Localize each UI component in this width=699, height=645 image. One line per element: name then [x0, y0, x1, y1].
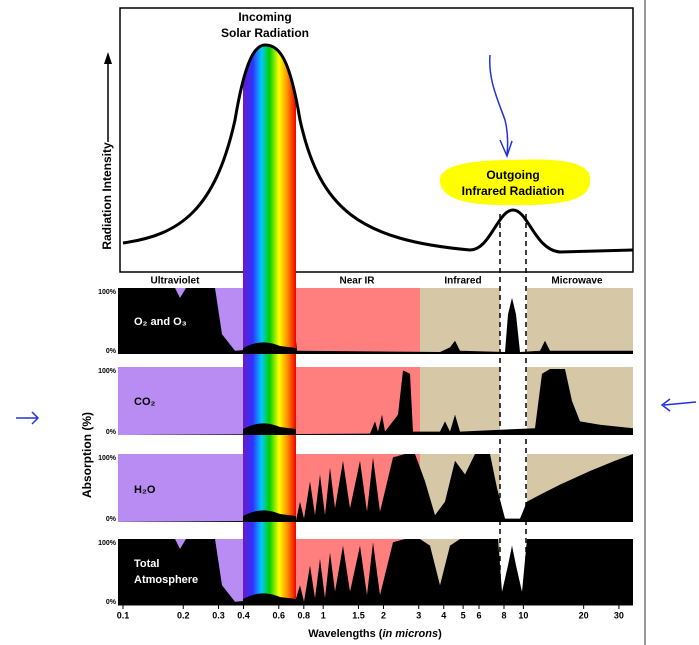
x-title-part: Wavelengths (: [308, 628, 382, 640]
uv-region: [118, 454, 243, 522]
absorption-profile: [118, 369, 633, 435]
axis-arrowhead: [104, 52, 112, 64]
incoming-label: Incoming: [238, 10, 291, 24]
absorption-profile: [118, 454, 633, 522]
band-label: Ultraviolet: [151, 276, 201, 287]
visible-absorption: [243, 510, 296, 522]
percent-label: 100%: [98, 455, 117, 462]
x-tick-label: 4: [441, 610, 446, 620]
uv-region: [118, 367, 243, 435]
annotation-arrow: [499, 139, 513, 159]
visible-absorption: [243, 342, 296, 354]
x-tick-label: 1: [321, 610, 326, 620]
visible-spectrum: [243, 272, 296, 605]
percent-label: 100%: [98, 289, 117, 296]
x-tick-label: 0.8: [298, 610, 311, 620]
absorption-profile: [118, 539, 633, 605]
x-tick-label: 30: [614, 610, 624, 620]
window: [500, 454, 527, 522]
panel-label: O₂ and O₃: [134, 316, 187, 328]
x-tick-label: 0.1: [117, 610, 130, 620]
top-chart-frame: [119, 7, 634, 273]
x-tick-label: 8: [501, 610, 506, 620]
percent-label: 0%: [106, 429, 117, 436]
nir-region: [296, 288, 420, 354]
panel-label: H₂O: [134, 484, 156, 496]
x-tick-label: 20: [579, 610, 589, 620]
radiation-curve: [122, 43, 634, 254]
percent-label: 100%: [98, 540, 117, 547]
visible-absorption: [243, 593, 296, 605]
panel-label: Atmosphere: [134, 574, 198, 586]
percent-label: 0%: [106, 516, 117, 523]
band-label: Infrared: [444, 276, 481, 287]
x-tick-label: 3: [416, 610, 421, 620]
highlight: [439, 159, 591, 206]
percent-label: 0%: [106, 348, 117, 355]
outgoing-label: Infrared Radiation: [462, 184, 565, 198]
annotation-arrow: [16, 411, 40, 425]
absorption-label: Absorption (%): [80, 412, 94, 498]
absorption-profile: [118, 288, 633, 354]
x-tick-label: 0.6: [273, 610, 286, 620]
x-tick-label: 10: [518, 610, 528, 620]
x-tick-label: 5: [461, 610, 466, 620]
x-tick-label: 0.4: [237, 610, 250, 620]
x-title-part: ): [438, 628, 442, 640]
x-axis-title: Wavelengths (in microns): [308, 628, 442, 640]
annotation-arrow: [489, 54, 509, 156]
panel-label: Total: [134, 558, 159, 570]
percent-label: 0%: [106, 599, 117, 606]
band-label: Microwave: [551, 276, 603, 287]
outgoing-label: Outgoing: [486, 168, 539, 182]
x-tick-label: 0.2: [177, 610, 190, 620]
visible-absorption: [243, 423, 296, 435]
x-title-part: in microns: [382, 628, 438, 640]
absorption-panels: UltravioletVisibleNear IRInfraredMicrowa…: [98, 214, 633, 620]
window: [500, 367, 527, 435]
percent-label: 100%: [98, 368, 117, 375]
y-label: Radiation Intensity: [100, 142, 114, 250]
x-tick-label: 6: [476, 610, 481, 620]
panel-label: CO₂: [134, 396, 156, 408]
x-tick-label: 1.5: [352, 610, 365, 620]
x-tick-label: 2: [381, 610, 386, 620]
band-label: Near IR: [339, 276, 375, 287]
x-tick-label: 0.3: [212, 610, 225, 620]
incoming-label: Solar Radiation: [221, 26, 309, 40]
visible-spectrum: [243, 45, 296, 272]
annotation-arrow: [660, 398, 697, 412]
